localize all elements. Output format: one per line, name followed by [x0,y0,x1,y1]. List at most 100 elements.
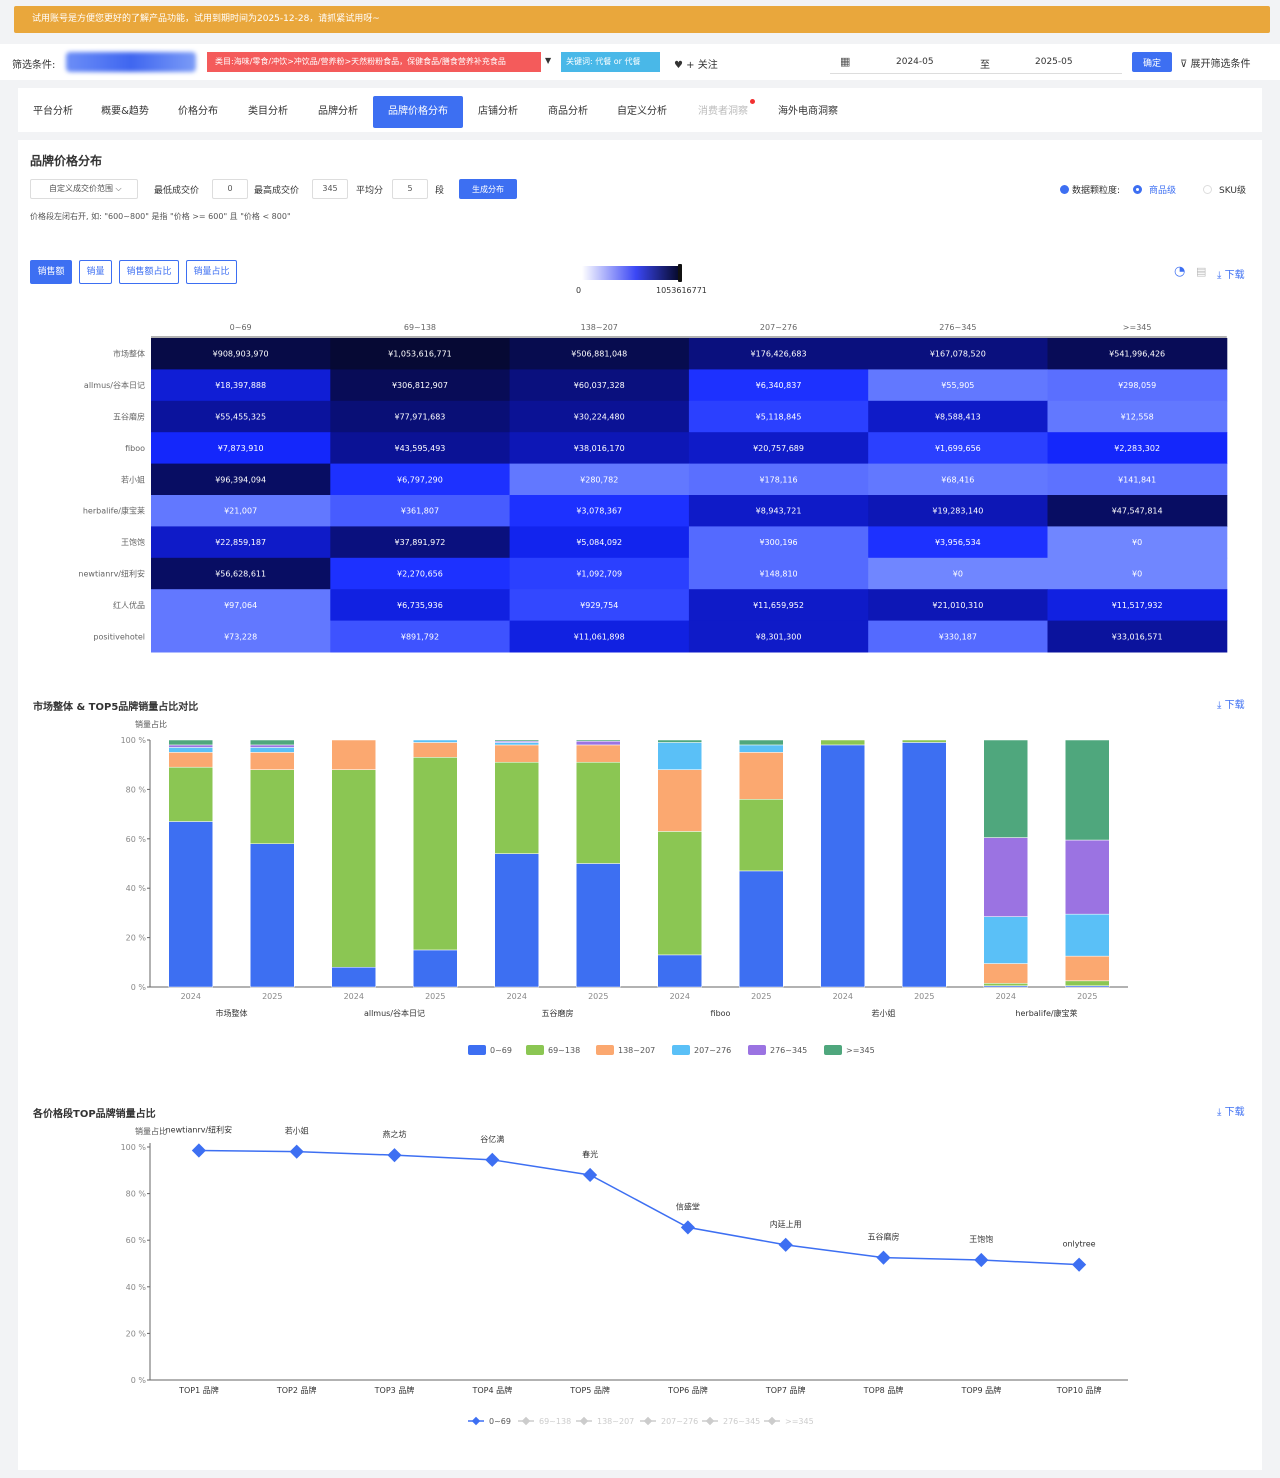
tab-platform[interactable]: 平台分析 [33,106,73,117]
heatmap-cell-label: ¥300,196 [759,538,797,547]
follow-button[interactable]: ♥ + 关注 [674,60,718,71]
point-label: 春光 [582,1149,598,1159]
heatmap-cell-label: ¥21,010,310 [932,601,983,610]
generate-distribution-button[interactable]: 生成分布 [459,179,517,199]
bar-segment [657,769,702,832]
price-range-select[interactable]: 自定义成交价范围 ⌵ [30,179,138,199]
heatmap-cell [868,620,1048,653]
heatmap-cell [688,338,869,370]
heatmap-row-label: 王饱饱 [121,537,145,547]
metric-sales-amount[interactable]: 销售额 [30,260,72,284]
granularity-product-label[interactable]: 商品级 [1149,186,1177,196]
date-to[interactable]: 2025-05 [1035,57,1073,67]
y-tick-label: 100 % [121,1143,147,1152]
line-point [191,1143,206,1158]
tab-brand[interactable]: 品牌分析 [318,106,358,117]
legend-marker [643,1416,653,1426]
heatmap-cell [1047,400,1228,433]
bar-segment [983,916,1028,964]
bar-segment [168,821,213,988]
tab-product[interactable]: 商品分析 [548,106,588,117]
bar-segment [494,739,539,742]
granularity-label: 数据颗粒度: [1072,186,1121,196]
calendar-icon: ▦ [840,55,851,68]
heatmap-cell-label: ¥8,588,413 [935,413,981,422]
heatmap-cell [1047,620,1228,653]
granularity-sku-radio[interactable] [1203,185,1212,194]
granularity-product-radio[interactable] [1133,185,1142,194]
heatmap-row-label: herbalife/康宝莱 [83,506,145,516]
x-tick-label: 2024 [670,992,690,1001]
line-point [778,1237,793,1252]
heatmap-cell [688,369,869,402]
heatmap-cell [509,620,690,653]
heatmap-cell-label: ¥97,064 [224,601,257,610]
table-view-icon[interactable]: ▤ [1196,265,1207,278]
heatmap-cell [868,432,1048,465]
legend-label: 138~207 [618,1046,655,1055]
bar-segment [983,739,1028,838]
y-tick-label: 0 % [131,1376,147,1385]
heatmap-cell [509,526,690,559]
pie-view-icon[interactable]: ◔ [1174,264,1186,279]
x-tick-label: TOP8 品牌 [863,1385,904,1395]
tab-overseas[interactable]: 海外电商洞察 [778,106,838,117]
blurred-shop-select[interactable] [66,52,196,72]
date-from[interactable]: 2024-05 [896,57,934,67]
y-tick-label: 100 % [121,736,147,745]
heatmap-cell-label: ¥77,971,683 [394,413,445,422]
heatmap-cell-label: ¥0 [1132,570,1142,579]
tab-shop[interactable]: 店铺分析 [478,106,518,117]
caret-down-icon[interactable]: ▼ [545,56,552,65]
line-point [876,1250,891,1265]
metric-sales-volume[interactable]: 销量 [79,260,112,284]
heatmap-cell-label: ¥1,699,656 [935,444,981,453]
point-label: onlytree [1063,1240,1096,1249]
metric-sales-volume-share[interactable]: 销量占比 [186,260,237,284]
tab-brand-price[interactable]: 品牌价格分布 [373,96,463,128]
heatmap-cell [688,526,869,559]
confirm-button[interactable]: 确定 [1132,52,1172,72]
heatmap-cell [688,400,869,433]
trial-banner: 试用账号是方便您更好的了解产品功能，试用到期时间为2025-12-28，请抓紧试… [14,6,1270,33]
heatmap-cell-label: ¥3,956,534 [935,538,981,547]
tab-category[interactable]: 类目分析 [248,106,288,117]
avg-split-input[interactable]: 5 [392,179,428,199]
bar-segment [494,761,539,854]
heatmap-cell [509,589,690,622]
line-point [680,1220,695,1235]
legend-marker [521,1416,531,1426]
download-stacked[interactable]: ⤓ 下载 [1217,696,1245,711]
expand-filters-button[interactable]: ⊽ 展开筛选条件 [1180,55,1251,70]
heatmap-cell [509,338,690,370]
max-price-label: 最高成交价 [254,186,300,196]
tab-consumer[interactable]: 消费者洞察 [698,106,748,117]
max-price-input[interactable]: 345 [312,179,348,199]
metric-sales-amount-share[interactable]: 销售额占比 [119,260,179,284]
bar-segment [331,769,376,968]
heatmap-cell [151,369,331,402]
x-tick-label: TOP9 品牌 [960,1385,1001,1395]
tab-price[interactable]: 价格分布 [178,106,218,117]
date-range-picker[interactable]: ▦ 2024-05 至 2025-05 [830,50,1122,74]
download-line[interactable]: ⤓ 下载 [1217,1103,1245,1118]
color-scale-handle[interactable] [678,264,682,282]
category-tag[interactable]: 类目:海味/零食/冲饮>冲饮品/营养粉>天然粉粉食品，保健食品/膳食营养补充食品 [207,52,541,72]
heatmap-cell [330,400,511,433]
x-tick-label: 2025 [751,992,771,1001]
tab-custom[interactable]: 自定义分析 [617,106,667,117]
granularity-sku-label[interactable]: SKU级 [1219,186,1246,196]
keyword-tag[interactable]: 关键词: 代餐 or 代餐 [561,52,660,72]
tab-overview[interactable]: 概要&趋势 [101,106,149,117]
heatmap-row-label: newtianrv/纽利安 [78,569,145,579]
download-heatmap[interactable]: ⤓ 下载 [1217,266,1245,281]
legend-label: 276~345 [723,1417,760,1426]
segment-unit: 段 [435,186,445,196]
heatmap-cell [1047,463,1228,496]
y-tick-label: 40 % [126,884,147,893]
bar-segment [739,752,784,800]
bar-segment [902,739,947,743]
heatmap-cell-label: ¥280,782 [580,475,618,484]
x-tick-label: TOP7 品牌 [765,1385,806,1395]
min-price-input[interactable]: 0 [212,179,248,199]
